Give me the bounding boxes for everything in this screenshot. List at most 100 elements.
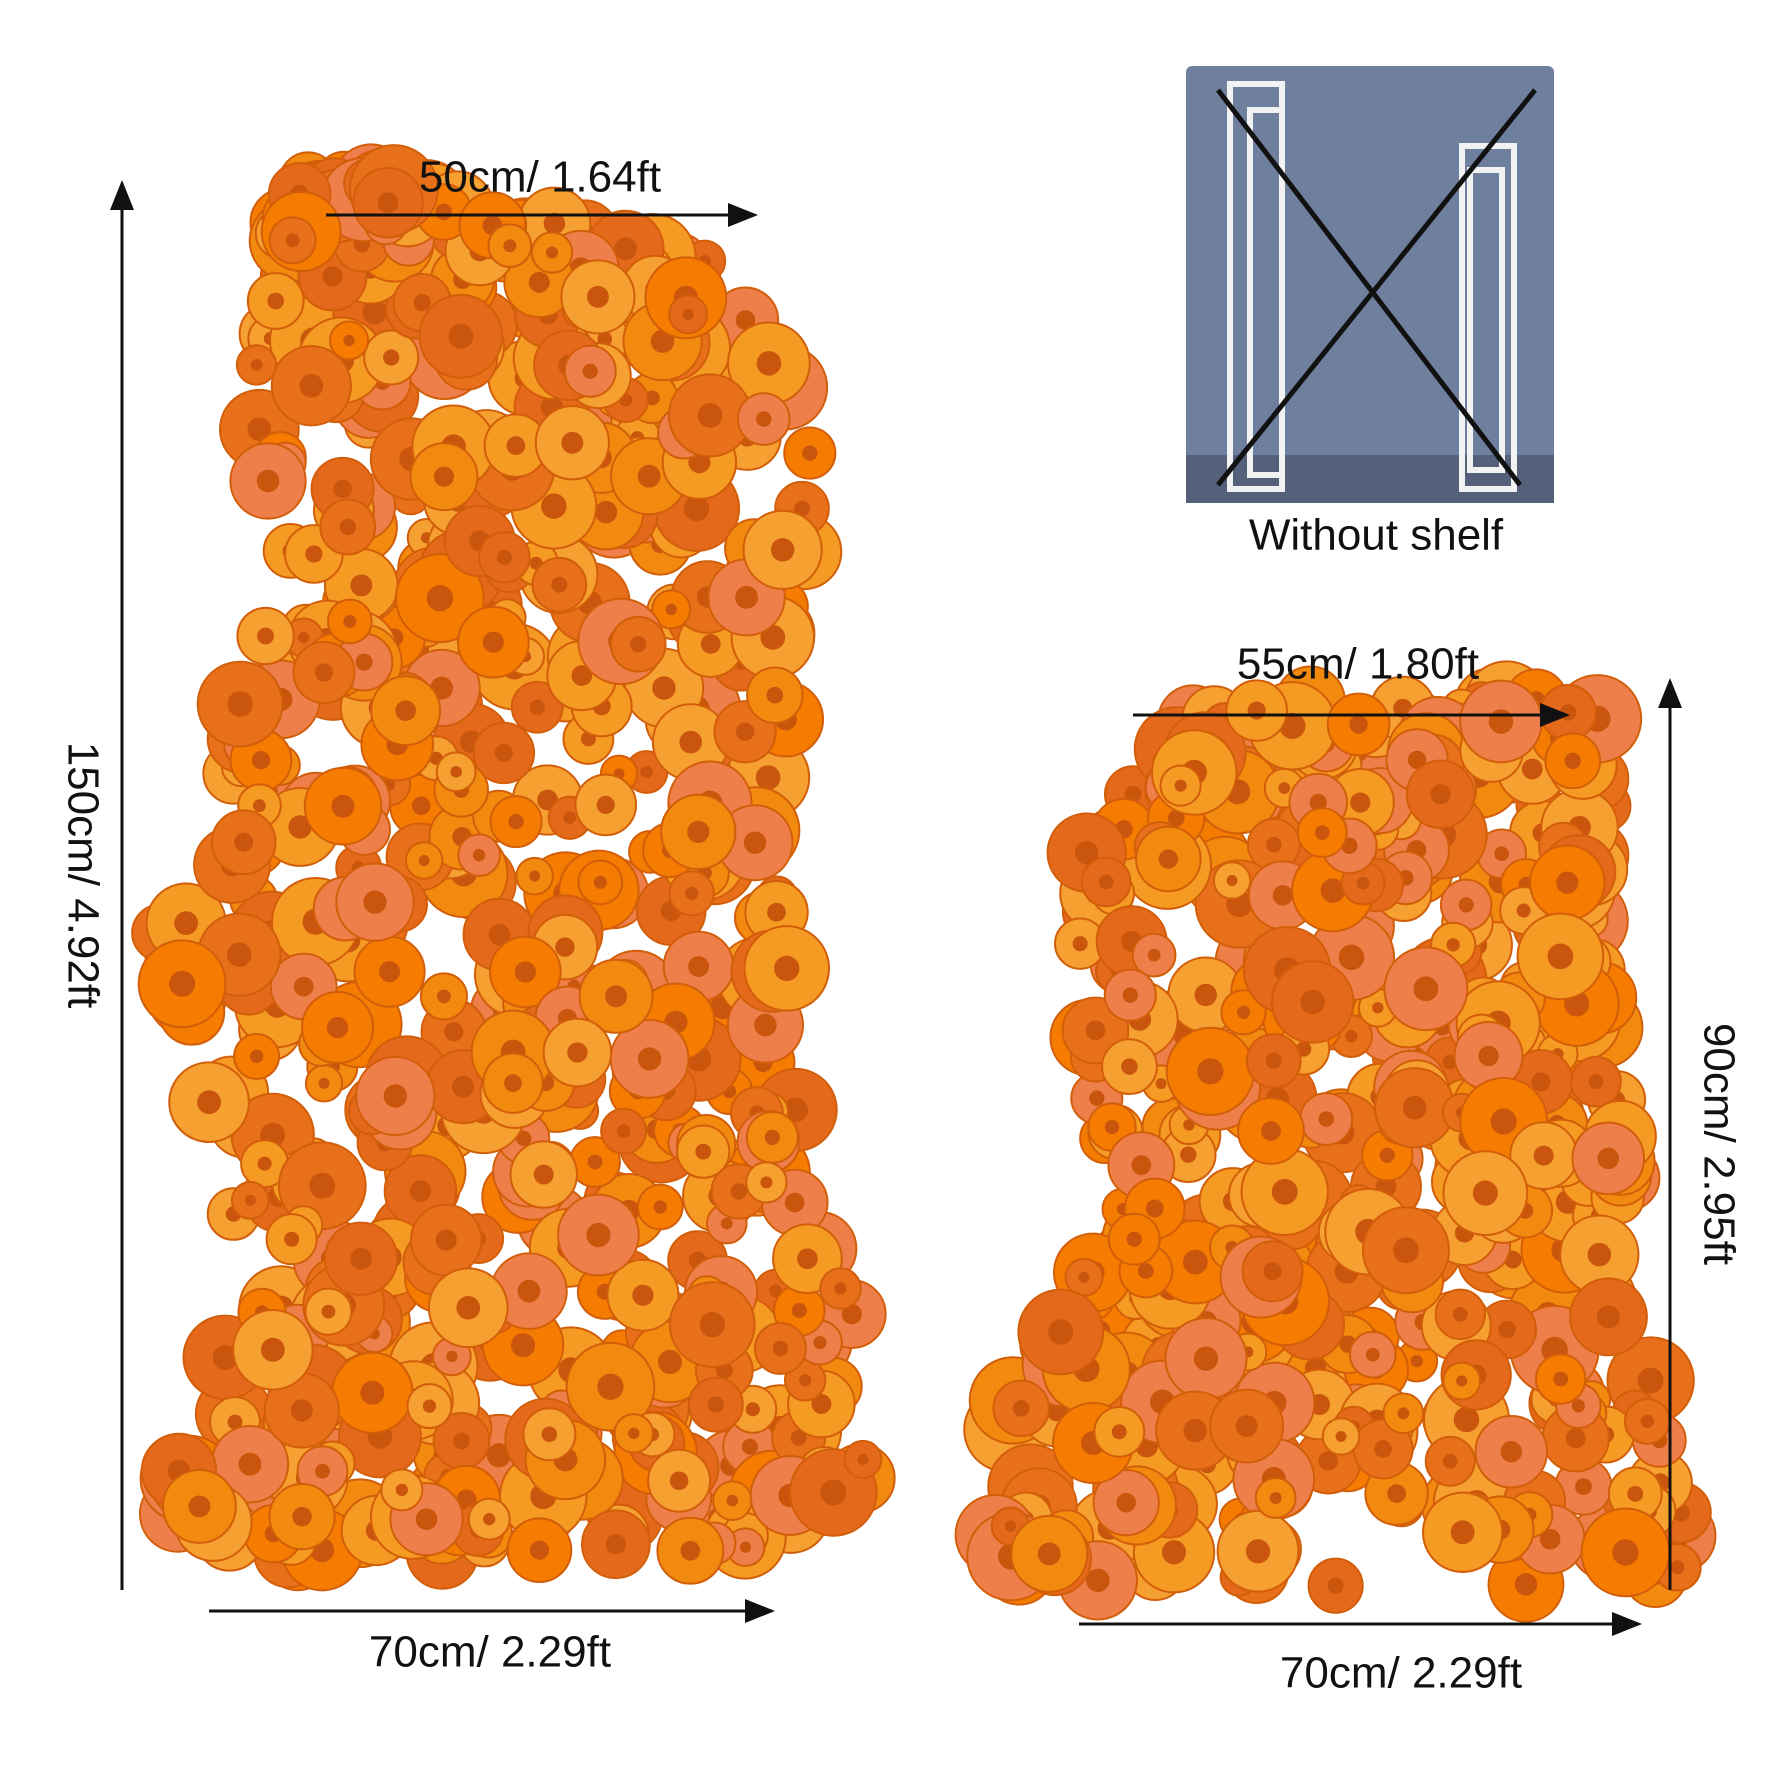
flower	[297, 631, 310, 644]
flower	[422, 1399, 437, 1413]
flower	[411, 796, 431, 816]
flower	[1236, 1005, 1251, 1019]
flower	[545, 246, 559, 259]
flower	[1410, 1354, 1423, 1368]
flower	[503, 239, 517, 253]
flower	[528, 271, 550, 293]
flower	[652, 676, 676, 700]
flower	[1158, 849, 1179, 869]
flower	[413, 294, 431, 312]
flower	[1547, 943, 1574, 970]
flower	[1478, 1045, 1499, 1067]
flower	[1104, 1119, 1120, 1135]
flower	[756, 351, 782, 376]
flower	[699, 1311, 726, 1338]
flower	[834, 1282, 847, 1295]
flower	[314, 663, 334, 682]
flower	[247, 417, 272, 441]
flower	[1374, 1440, 1392, 1458]
flower	[597, 1373, 624, 1400]
flower	[1387, 1484, 1406, 1503]
flower	[755, 765, 781, 790]
flower	[797, 1248, 818, 1269]
flower	[174, 911, 199, 935]
flower	[1004, 1520, 1017, 1532]
flower	[1413, 976, 1439, 1002]
flower	[1456, 1375, 1468, 1387]
flower	[760, 624, 786, 650]
flower	[630, 636, 647, 653]
flower	[1627, 1485, 1644, 1502]
flower	[1490, 1108, 1517, 1135]
flower	[486, 1443, 512, 1468]
flower	[1261, 1121, 1281, 1141]
flower	[326, 1016, 349, 1039]
flower	[284, 1231, 300, 1247]
flower	[343, 334, 355, 347]
flower	[383, 349, 400, 366]
flower	[244, 1194, 256, 1206]
flower	[764, 1129, 780, 1146]
flower	[770, 538, 795, 562]
flower	[1338, 944, 1365, 971]
flower	[529, 1540, 550, 1560]
flower	[1345, 1030, 1358, 1043]
flower	[767, 902, 786, 922]
dimension-label: 70cm/ 2.29ft	[1280, 1649, 1522, 1698]
flower	[1559, 704, 1577, 721]
flower	[1450, 1520, 1475, 1545]
flower	[450, 765, 463, 778]
flower	[483, 1513, 496, 1526]
flower	[637, 464, 661, 488]
flower	[745, 1402, 760, 1417]
flower	[594, 500, 618, 524]
flower	[1458, 897, 1474, 913]
flower	[1197, 1058, 1224, 1085]
flower	[735, 585, 759, 609]
flower	[1078, 1271, 1090, 1283]
flower	[697, 403, 723, 428]
flower	[1314, 825, 1330, 840]
flower	[720, 1217, 733, 1230]
flower	[567, 1042, 588, 1063]
flower	[383, 1084, 408, 1108]
flower	[1126, 1231, 1142, 1247]
flower	[695, 1143, 712, 1160]
flower	[1193, 1346, 1219, 1371]
flower	[533, 1164, 554, 1185]
flower	[1180, 1146, 1197, 1163]
flower	[1452, 1306, 1468, 1322]
flower	[494, 743, 513, 762]
flower	[586, 1222, 611, 1248]
flower	[811, 1394, 832, 1414]
flower	[555, 937, 575, 957]
flower	[488, 923, 511, 946]
flower	[1430, 784, 1451, 805]
flower	[267, 292, 285, 310]
inset-caption: Without shelf	[1249, 511, 1504, 560]
flower	[1318, 1111, 1334, 1127]
flower	[543, 212, 566, 235]
flower	[1637, 1367, 1664, 1394]
flower	[1300, 989, 1325, 1015]
flower	[665, 603, 677, 616]
flower	[735, 722, 755, 741]
flower	[700, 634, 721, 654]
flower	[227, 1414, 243, 1430]
flower	[1453, 1406, 1480, 1433]
flower	[1393, 1237, 1419, 1264]
flower	[1072, 936, 1088, 952]
flower	[820, 1479, 847, 1506]
flower	[657, 1349, 683, 1375]
flower	[472, 848, 486, 862]
flower	[688, 956, 710, 977]
flower	[1597, 1147, 1619, 1170]
flower	[1147, 948, 1161, 962]
flower	[596, 795, 615, 814]
flower	[1278, 782, 1291, 794]
flower	[799, 1374, 812, 1387]
flower	[1145, 1199, 1164, 1218]
flower	[437, 989, 451, 1004]
flower	[1670, 1560, 1685, 1575]
flower	[1266, 836, 1282, 853]
